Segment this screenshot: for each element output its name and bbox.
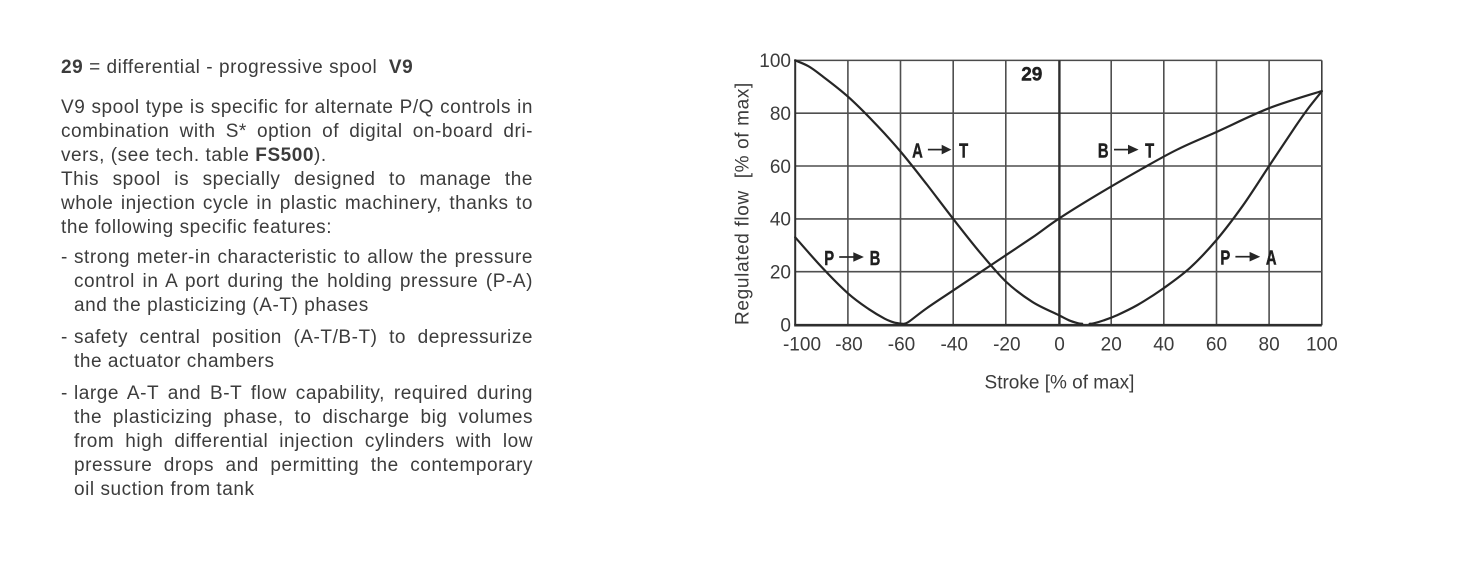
svg-text:20: 20 [770,263,791,284]
svg-text:P: P [824,247,834,270]
svg-text:0: 0 [1054,335,1065,356]
svg-text:Stroke [% of max]: Stroke [% of max] [985,373,1135,394]
svg-text:-80: -80 [835,335,862,356]
svg-text:-60: -60 [888,335,915,356]
svg-text:80: 80 [770,104,791,125]
svg-text:P: P [1220,246,1230,269]
svg-text:0: 0 [780,315,791,336]
svg-text:A: A [912,139,923,162]
svg-text:100: 100 [1306,335,1338,356]
svg-text:-100: -100 [783,335,821,356]
svg-text:40: 40 [1153,335,1174,356]
svg-text:Regulated flow [% of max]: Regulated flow [% of max] [732,82,753,325]
svg-text:-20: -20 [993,335,1020,356]
svg-text:60: 60 [770,157,791,178]
svg-text:40: 40 [770,210,791,231]
svg-text:100: 100 [759,51,791,72]
svg-text:A: A [1266,246,1277,269]
svg-text:B: B [870,247,881,270]
svg-text:T: T [959,139,968,162]
svg-text:80: 80 [1259,335,1280,356]
svg-text:T: T [1145,139,1154,162]
svg-text:-40: -40 [940,335,967,356]
svg-text:29: 29 [1021,65,1042,86]
svg-text:20: 20 [1101,335,1122,356]
svg-text:60: 60 [1206,335,1227,356]
svg-text:B: B [1098,139,1109,162]
